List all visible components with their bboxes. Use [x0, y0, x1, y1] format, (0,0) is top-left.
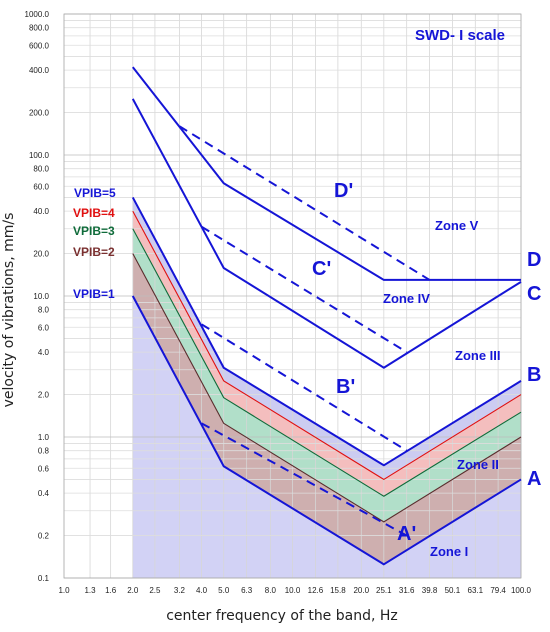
y-tick-label: 0.1 — [38, 574, 50, 583]
x-tick-label: 100.0 — [511, 586, 532, 595]
y-tick-label: 600.0 — [29, 41, 50, 50]
y-tick-label: 8.0 — [38, 306, 50, 315]
series-line-a — [201, 422, 408, 537]
y-tick-label: 1.0 — [38, 433, 50, 442]
x-tick-label: 12.6 — [308, 586, 324, 595]
y-tick-label: 0.8 — [38, 447, 50, 456]
y-tick-labels: 1000.0 800.0 600.0 400.0 200.0 100.0 80.0 60.0 4… — [25, 10, 50, 583]
x-tick-label: 25.1 — [376, 586, 392, 595]
primed-label-b: B' — [336, 376, 355, 398]
primed-label-c: C' — [312, 258, 331, 280]
curve-label-d: D — [527, 249, 541, 271]
y-tick-label: 40.0 — [33, 207, 49, 216]
zone-label-v: Zone V — [435, 218, 479, 233]
series-line-d — [131, 66, 521, 281]
x-tick-label: 8.0 — [265, 586, 277, 595]
x-tick-label: 39.8 — [422, 586, 438, 595]
x-tick-label: 31.6 — [399, 586, 415, 595]
x-tick-label: 2.5 — [149, 586, 161, 595]
series-line-d — [178, 125, 431, 281]
y-tick-label: 100.0 — [29, 151, 50, 160]
y-tick-label: 1000.0 — [25, 10, 50, 19]
y-tick-label: 200.0 — [29, 109, 50, 118]
y-tick-label: 2.0 — [38, 391, 50, 400]
y-tick-label: 0.4 — [38, 489, 50, 498]
fill-band-1 — [132, 253, 522, 565]
plot-frame — [63, 13, 522, 579]
vpib-label-2: VPIB=2 — [73, 245, 115, 259]
series-line-vpib3 — [132, 228, 522, 497]
curve-label-a: A — [527, 468, 541, 490]
series-line-a — [131, 295, 522, 566]
zone-label-iv: Zone IV — [383, 291, 430, 306]
x-tick-label: 6.3 — [241, 586, 253, 595]
x-tick-label: 3.2 — [174, 586, 186, 595]
series-line-vpib4 — [132, 210, 522, 480]
series-line-c — [131, 98, 522, 369]
series-line-b — [131, 196, 522, 467]
x-tick-label: 10.0 — [285, 586, 301, 595]
y-tick-label: 80.0 — [33, 165, 49, 174]
fill-below-a — [132, 296, 522, 578]
x-tick-label: 63.1 — [468, 586, 484, 595]
fill-band-2 — [132, 228, 522, 522]
y-tick-label: 4.0 — [38, 348, 50, 357]
x-tick-label: 1.3 — [84, 586, 96, 595]
zone-label-i: Zone I — [430, 544, 468, 559]
primed-label-a: A' — [397, 523, 416, 545]
series-line-c — [201, 225, 408, 353]
x-tick-label: 1.6 — [105, 586, 117, 595]
zone-label-ii: Zone II — [457, 457, 499, 472]
series-line-b — [201, 323, 408, 452]
x-tick-label: 4.0 — [196, 586, 208, 595]
x-tick-label: 50.1 — [445, 586, 461, 595]
primed-label-d: D' — [334, 180, 353, 202]
curve-label-c: C — [527, 283, 541, 305]
x-tick-label: 2.0 — [127, 586, 139, 595]
vpib-label-5: VPIB=5 — [74, 186, 116, 200]
y-tick-label: 0.6 — [38, 464, 50, 473]
series-line-vpib2 — [132, 253, 522, 523]
grid — [63, 13, 522, 579]
vpib-label-4: VPIB=4 — [73, 206, 115, 220]
x-tick-label: 5.0 — [218, 586, 230, 595]
curve-label-b: B — [527, 364, 541, 386]
y-tick-label: 6.0 — [38, 323, 50, 332]
y-tick-label: 0.2 — [38, 532, 50, 541]
x-tick-labels: 1.0 1.3 1.6 2.0 2.5 3.2 4.0 5.0 6.3 8.0 10.0 12.6 15… — [58, 586, 531, 595]
y-tick-label: 10.0 — [33, 292, 49, 301]
y-tick-label: 800.0 — [29, 24, 50, 33]
vpib-label-1: VPIB=1 — [73, 287, 115, 301]
x-tick-label: 20.0 — [353, 586, 369, 595]
vpib-label-3: VPIB=3 — [73, 224, 115, 238]
x-axis-label: center frequency of the band, Hz — [166, 608, 398, 624]
fill-bands — [132, 197, 522, 578]
series-lines — [131, 66, 522, 566]
y-tick-label: 60.0 — [33, 182, 49, 191]
y-tick-label: 400.0 — [29, 66, 50, 75]
chart-title: SWD- I scale — [415, 27, 505, 44]
x-tick-label: 1.0 — [58, 586, 70, 595]
y-axis-label: velocity of vibrations, mm/s — [1, 213, 17, 408]
zone-label-iii: Zone III — [455, 348, 501, 363]
y-tick-label: 20.0 — [33, 250, 49, 259]
x-tick-label: 79.4 — [490, 586, 506, 595]
x-tick-label: 15.8 — [330, 586, 346, 595]
